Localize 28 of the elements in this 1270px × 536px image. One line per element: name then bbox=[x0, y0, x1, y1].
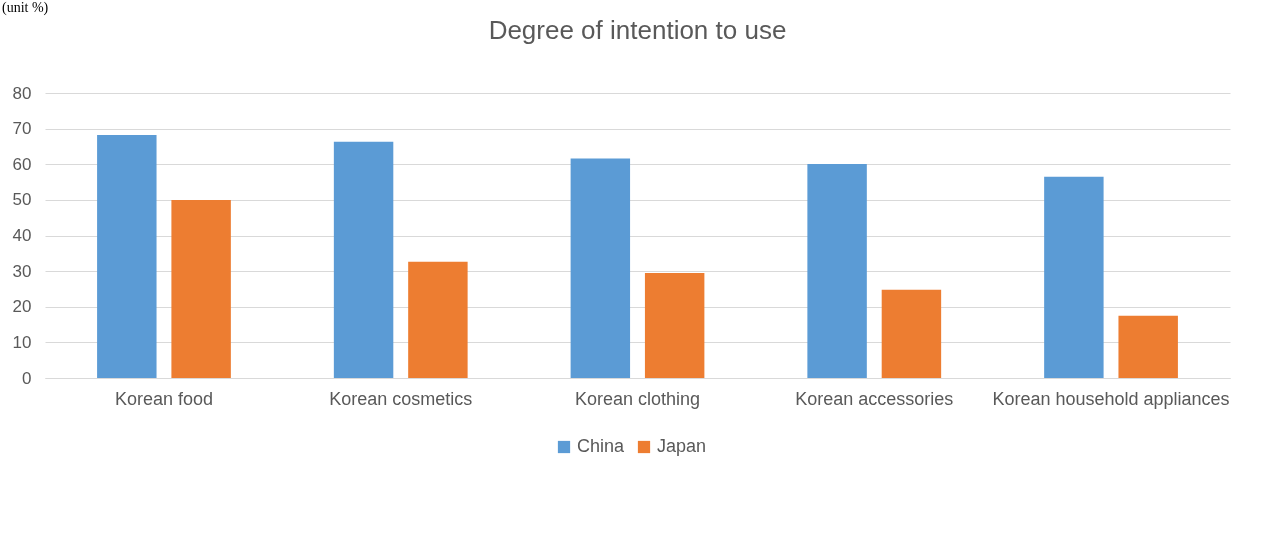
text: (unit %) bbox=[2, 0, 49, 16]
bar bbox=[1118, 315, 1178, 378]
bar bbox=[570, 158, 631, 378]
y-tick-label: 60 bbox=[12, 154, 32, 174]
bar bbox=[807, 163, 867, 378]
y-tick-label: 10 bbox=[12, 332, 32, 352]
legend-label: China bbox=[577, 436, 626, 456]
bar bbox=[171, 199, 231, 378]
x-tick-label: Korean clothing bbox=[574, 388, 701, 409]
y-tick-label: 80 bbox=[12, 83, 32, 103]
bar bbox=[333, 141, 394, 378]
x-tick-label: Korean food bbox=[114, 388, 214, 409]
bar bbox=[881, 289, 942, 378]
y-tick-label: 40 bbox=[12, 226, 32, 245]
y-tick-label: 30 bbox=[12, 261, 32, 281]
y-tick-label: 0 bbox=[22, 368, 32, 388]
y-tick-label: 50 bbox=[12, 190, 32, 210]
chart-title: Degree of intention to use bbox=[488, 15, 787, 45]
y-tick-label: 20 bbox=[12, 297, 32, 317]
x-tick-label: Korean accessories bbox=[795, 388, 954, 409]
bar bbox=[644, 272, 705, 378]
legend-label: Japan bbox=[657, 436, 707, 456]
bar bbox=[1044, 176, 1104, 378]
x-tick-label: Korean household appliances bbox=[992, 388, 1230, 409]
bar bbox=[408, 261, 468, 378]
bar bbox=[97, 135, 157, 378]
x-tick-label: Korean cosmetics bbox=[329, 388, 473, 409]
y-tick-label: 70 bbox=[12, 119, 32, 139]
